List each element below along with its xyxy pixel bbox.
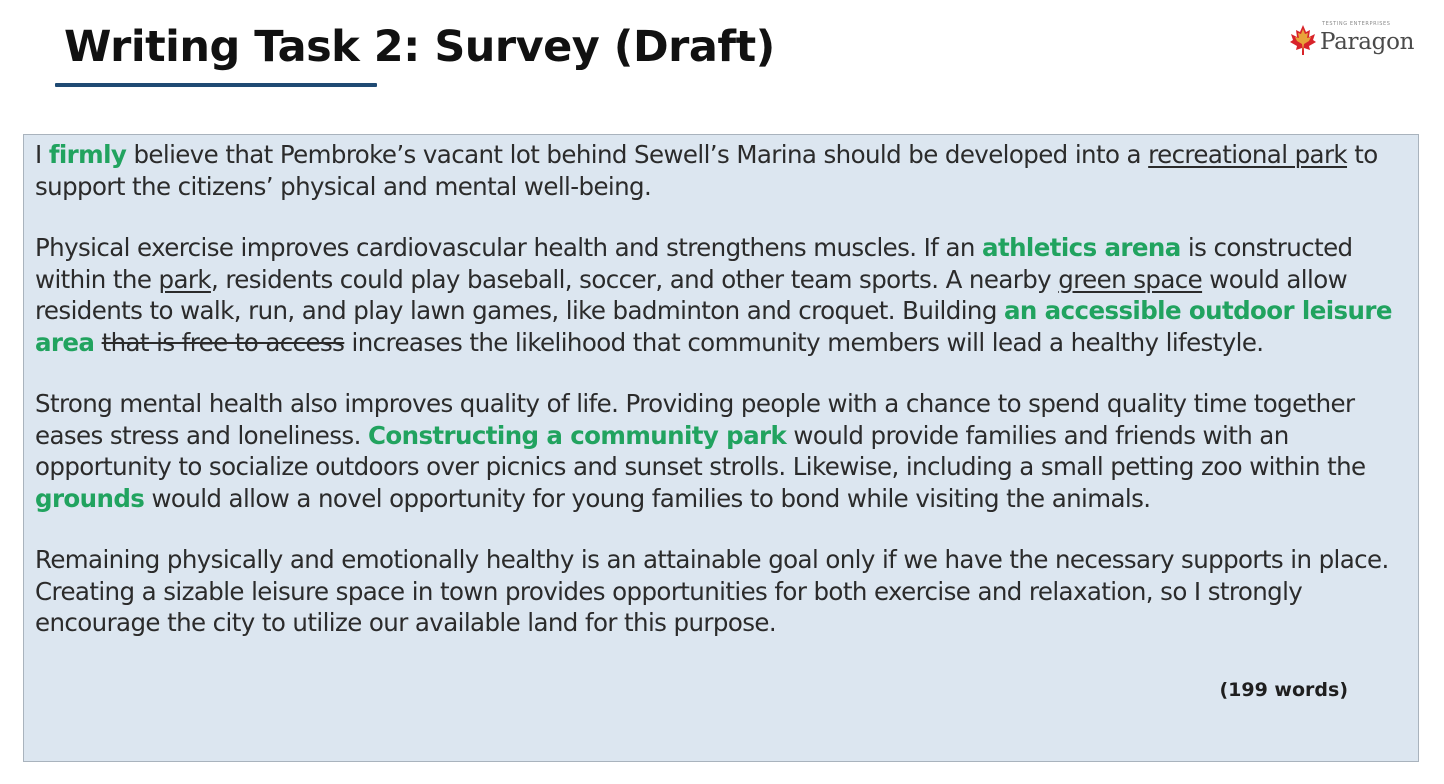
essay-paragraph-4: Remaining physically and emotionally hea… [35, 544, 1405, 639]
essay-box: I firmly believe that Pembroke’s vacant … [23, 134, 1419, 762]
maple-leaf-icon [1290, 25, 1316, 55]
word-count: (199 words) [1219, 679, 1348, 701]
essay-paragraph-1: I firmly believe that Pembroke’s vacant … [35, 139, 1405, 202]
essay-text-run [94, 328, 101, 357]
highlighted-phrase: athletics arena [982, 233, 1181, 262]
essay-text: I firmly believe that Pembroke’s vacant … [35, 139, 1405, 669]
essay-text-run: would provide families and friends with … [35, 420, 1366, 482]
essay-text-run: believe that Pembroke’s vacant lot behin… [126, 140, 1149, 169]
underlined-phrase: green space [1058, 264, 1203, 294]
essay-text-run: Physical exercise improves cardiovascula… [35, 233, 983, 262]
essay-paragraph-2: Physical exercise improves cardiovascula… [35, 232, 1405, 358]
essay-text-run: would allow a novel opportunity for youn… [144, 483, 1151, 513]
essay-text-run: , residents could play baseball, soccer,… [210, 264, 1059, 294]
logo-name: Paragon [1320, 28, 1415, 55]
paragon-logo: TESTING ENTERPRISES Paragon [1288, 20, 1420, 60]
essay-paragraph-3: Strong mental health also improves quali… [35, 388, 1405, 514]
essay-text-run: Remaining physically and emotionally hea… [35, 545, 1389, 637]
highlighted-phrase: Constructing a community park [367, 420, 787, 450]
highlighted-word: grounds [35, 483, 145, 513]
slide-title: Writing Task 2: Survey (Draft) [64, 22, 775, 72]
logo-wordmark: TESTING ENTERPRISES Paragon [1320, 21, 1415, 55]
highlighted-word: firmly [48, 140, 127, 169]
struck-through-phrase: that is free to access [101, 327, 345, 357]
essay-text-run: I [35, 140, 49, 169]
essay-text-run: Strong mental health also improves quali… [35, 389, 1355, 450]
essay-text-run: would allow residents to walk, run, and … [35, 264, 1348, 326]
essay-text-run: is constructed within the [35, 233, 1353, 294]
essay-text-run: increases the likelihood that community … [344, 327, 1265, 357]
logo-tagline: TESTING ENTERPRISES [1322, 20, 1391, 27]
title-underline [55, 83, 377, 87]
underlined-phrase: recreational park [1148, 140, 1348, 169]
underlined-word: park [158, 264, 212, 294]
highlighted-phrase: an accessible outdoor leisure area [35, 296, 1392, 357]
essay-text-run: to support the citizens’ physical and me… [35, 140, 1378, 201]
